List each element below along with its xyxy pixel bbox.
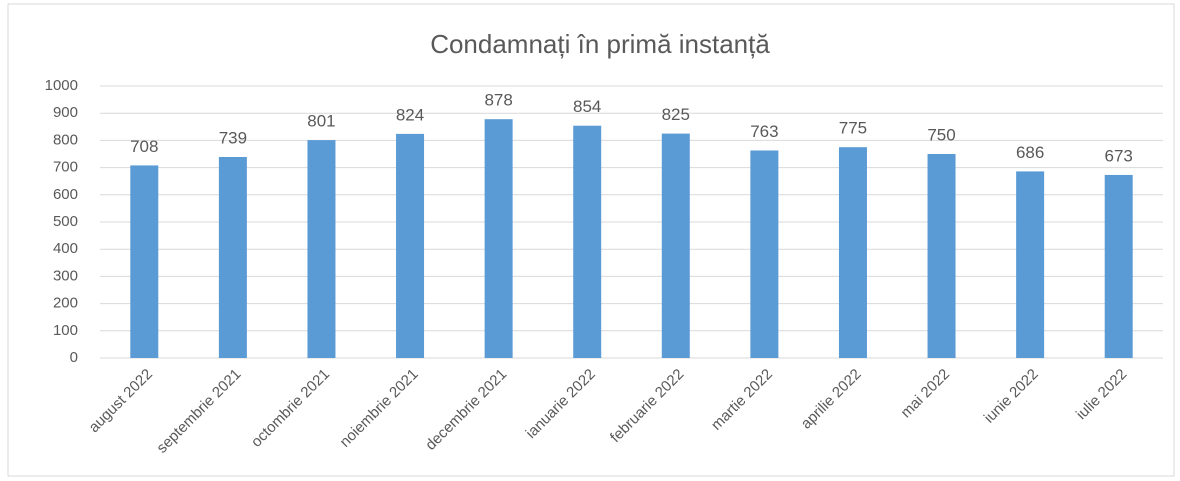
bar — [1016, 171, 1045, 358]
data-label: 750 — [927, 125, 955, 144]
y-tick-label: 0 — [70, 349, 78, 366]
data-label: 801 — [307, 112, 335, 131]
data-label: 824 — [396, 105, 424, 124]
data-label: 763 — [750, 122, 778, 141]
data-label: 825 — [662, 105, 690, 124]
y-tick-label: 600 — [53, 186, 78, 203]
bar — [750, 150, 779, 358]
bar — [218, 156, 247, 358]
y-tick-label: 900 — [53, 104, 78, 121]
chart-title: Condamnați în primă instanță — [430, 29, 770, 59]
data-label: 739 — [219, 128, 247, 147]
data-label: 673 — [1105, 146, 1133, 165]
bar — [661, 133, 690, 358]
y-tick-label: 800 — [53, 131, 78, 148]
bar — [573, 125, 602, 358]
y-tick-label: 400 — [53, 240, 78, 257]
data-label: 854 — [573, 97, 601, 116]
y-tick-label: 1000 — [45, 77, 78, 94]
y-tick-label: 700 — [53, 159, 78, 176]
y-tick-label: 100 — [53, 322, 78, 339]
bar — [307, 140, 336, 358]
data-label: 878 — [484, 91, 512, 110]
bar — [130, 165, 159, 358]
y-tick-label: 300 — [53, 267, 78, 284]
bar — [484, 119, 513, 359]
bar — [927, 154, 956, 358]
bar — [838, 147, 867, 358]
bar — [1104, 174, 1133, 358]
y-tick-label: 500 — [53, 213, 78, 230]
y-tick-label: 200 — [53, 295, 78, 312]
data-label: 686 — [1016, 143, 1044, 162]
bar — [396, 133, 425, 358]
data-label: 775 — [839, 119, 867, 138]
data-label: 708 — [130, 137, 158, 156]
